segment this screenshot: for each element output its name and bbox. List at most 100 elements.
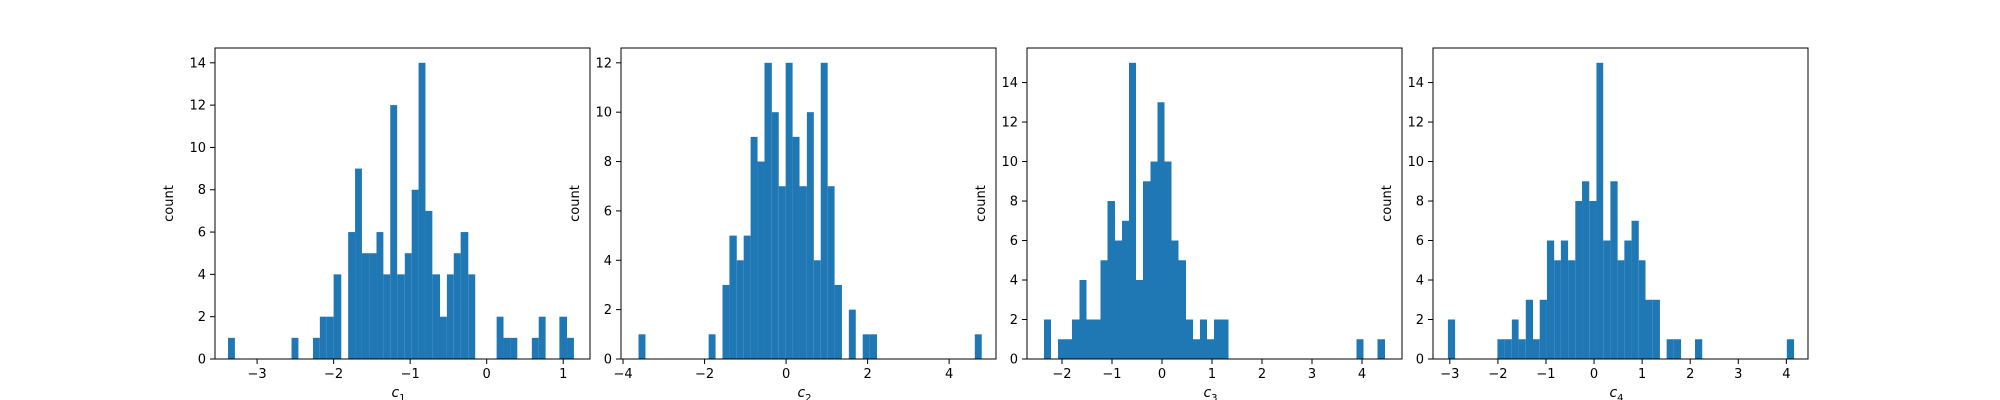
- x-tick-label: 1: [559, 367, 567, 382]
- bars: [1044, 62, 1385, 360]
- histogram-bar: [729, 235, 737, 359]
- y-tick-label: 2: [1010, 313, 1018, 328]
- y-tick-label: 14: [1001, 76, 1018, 91]
- histogram-bar: [538, 316, 546, 359]
- histogram-bar: [503, 337, 511, 359]
- histogram-bar: [453, 253, 461, 359]
- y-axis-ticks: 0 2 4 6 8 10 12: [595, 56, 621, 368]
- histogram-bar: [1129, 62, 1136, 360]
- y-tick-label: 12: [189, 99, 206, 114]
- histogram-bar: [1122, 220, 1129, 359]
- histogram-bar: [1100, 260, 1108, 359]
- y-tick-label: 2: [198, 310, 206, 325]
- axes-frame: [214, 47, 591, 360]
- histogram-bar: [531, 337, 539, 359]
- x-axis-label-symbol: c: [797, 385, 805, 400]
- x-axis-ticks: −4 −2 0 2 4: [613, 359, 953, 382]
- histogram-bar: [1610, 181, 1618, 359]
- y-axis-label: count: [1380, 185, 1395, 222]
- histogram-bar: [376, 232, 384, 359]
- histogram-bar: [1652, 299, 1660, 359]
- axes-frame: [1026, 47, 1403, 360]
- histogram-bar: [390, 105, 398, 360]
- y-tick-label: 4: [604, 254, 612, 269]
- x-tick-label: 4: [1358, 367, 1366, 382]
- histogram-bar: [974, 334, 982, 359]
- histogram-bar: [319, 316, 327, 359]
- histogram-bar: [778, 186, 786, 359]
- histogram-bar: [291, 337, 299, 359]
- y-tick-label: 2: [604, 303, 612, 318]
- x-tick-label: 3: [1308, 367, 1316, 382]
- x-tick-label: 1: [1208, 367, 1216, 382]
- histogram-bar: [1568, 260, 1576, 359]
- histogram-bar: [1058, 339, 1065, 359]
- y-axis-label: count: [974, 185, 989, 222]
- histogram-bar: [1518, 339, 1526, 359]
- histogram-bar: [312, 337, 320, 359]
- histogram-bar: [1107, 201, 1115, 359]
- y-tick-label: 10: [595, 106, 612, 121]
- x-axis-label: c2: [797, 385, 811, 400]
- x-axis-label-symbol: c: [1203, 385, 1211, 400]
- histogram-bar: [1214, 319, 1222, 359]
- histogram-bar: [1786, 339, 1795, 359]
- x-tick-label: −2: [1052, 367, 1071, 382]
- histogram-bar: [813, 260, 821, 359]
- histogram-bar: [1186, 319, 1193, 359]
- histogram-bar: [799, 186, 807, 359]
- x-tick-label: −1: [401, 367, 420, 382]
- histogram-bar: [848, 309, 856, 359]
- x-tick-label: 2: [1686, 367, 1694, 382]
- histogram-bar: [638, 334, 646, 359]
- histogram-bar: [432, 274, 440, 359]
- x-axis-label-symbol: c: [1609, 385, 1617, 400]
- histogram-bar: [383, 274, 391, 359]
- histogram-bar: [743, 235, 751, 359]
- histogram-bar: [862, 334, 870, 359]
- y-tick-label: 10: [189, 141, 206, 156]
- histogram-bar: [1044, 319, 1051, 359]
- y-tick-label: 10: [1001, 155, 1018, 170]
- histogram-bar: [1207, 339, 1214, 359]
- histogram-bar: [1638, 260, 1646, 359]
- histogram-bar: [468, 274, 476, 359]
- y-tick-label: 0: [1416, 353, 1424, 368]
- histogram-bar: [1673, 339, 1682, 359]
- x-axis-ticks: −2 −1 0 1 2 3 4: [1052, 359, 1366, 382]
- histogram-bar: [1631, 220, 1639, 359]
- histogram-bar: [1666, 339, 1674, 359]
- histogram-bar: [369, 253, 377, 359]
- histogram-bar: [361, 253, 370, 359]
- x-tick-label: −3: [1440, 367, 1459, 382]
- histogram-bar: [820, 62, 828, 360]
- histogram-bar: [757, 161, 765, 359]
- histogram-bar: [418, 62, 426, 360]
- y-tick-label: 0: [198, 353, 206, 368]
- histogram-bar: [404, 253, 412, 359]
- histogram-bar: [1086, 319, 1094, 359]
- y-tick-label: 4: [1416, 274, 1424, 289]
- x-axis-label: c4: [1609, 385, 1623, 400]
- y-tick-label: 4: [198, 268, 206, 283]
- x-axis-label-subscript: 1: [399, 393, 405, 400]
- x-tick-label: −1: [1102, 367, 1121, 382]
- histogram-bar: [1178, 260, 1186, 359]
- histogram-bar: [1560, 240, 1569, 359]
- histogram-bar: [827, 186, 835, 359]
- y-axis-ticks: 0 2 4 6 8 10 12 14: [1001, 76, 1027, 368]
- histogram-bar: [1079, 280, 1087, 359]
- x-axis-label: c1: [391, 385, 405, 400]
- y-tick-label: 2: [1416, 313, 1424, 328]
- histogram-bar: [425, 210, 433, 359]
- y-tick-label: 8: [1416, 195, 1424, 210]
- x-tick-label: 0: [1158, 367, 1166, 382]
- y-tick-label: 10: [1407, 155, 1424, 170]
- x-axis-label-symbol: c: [391, 385, 399, 400]
- histogram-bar: [736, 260, 744, 359]
- histogram-bar: [1617, 260, 1625, 359]
- y-tick-label: 0: [604, 353, 612, 368]
